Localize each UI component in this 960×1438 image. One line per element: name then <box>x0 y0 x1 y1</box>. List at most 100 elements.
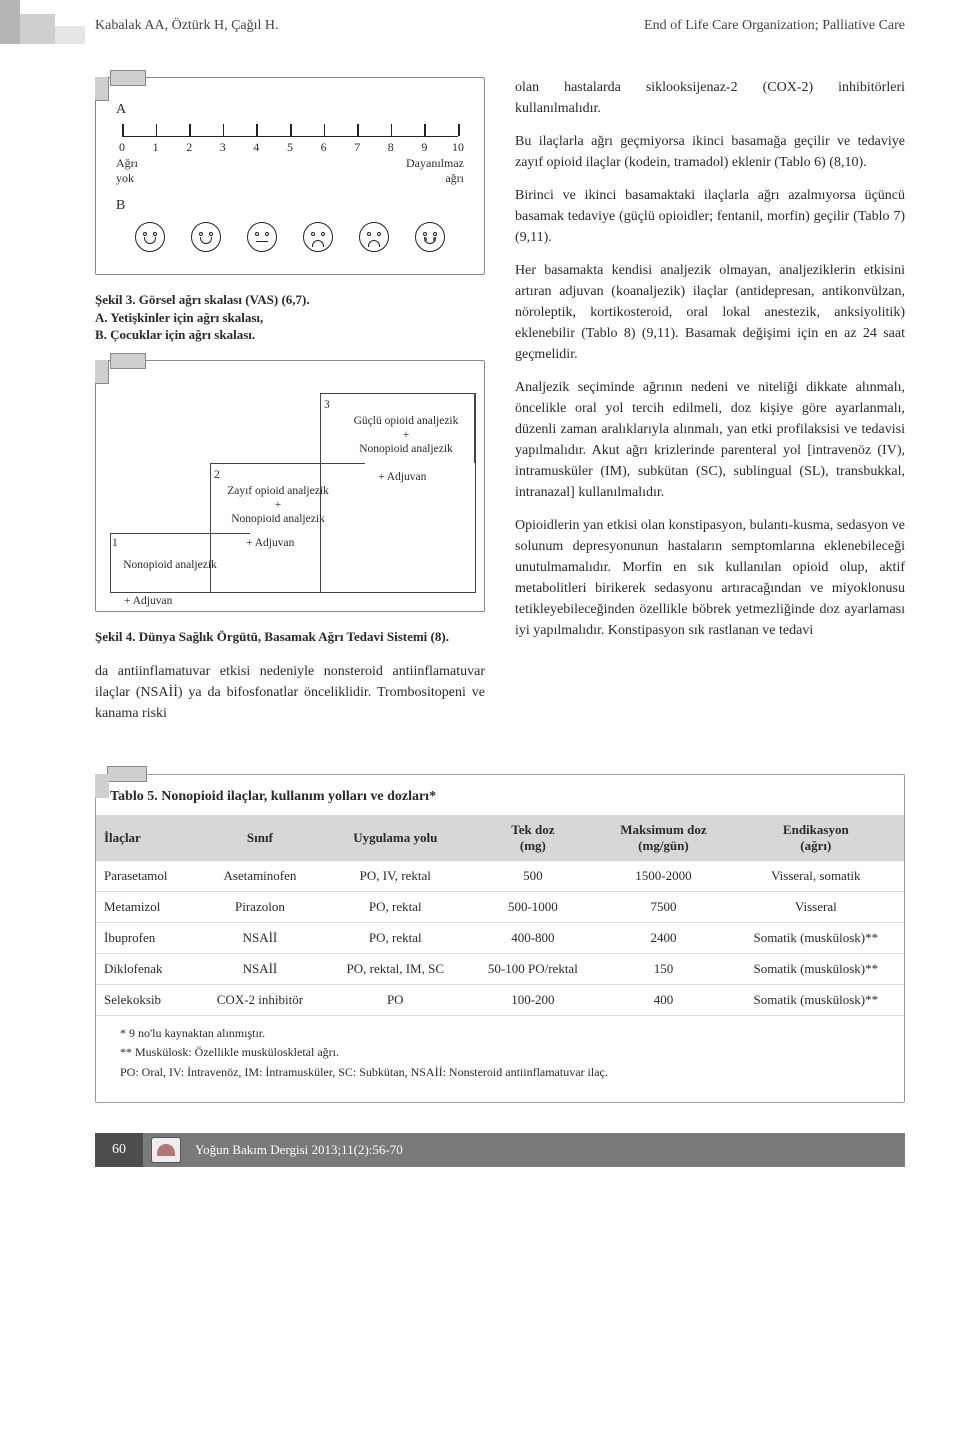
table-cell: Pirazolon <box>196 892 324 923</box>
figure-3-box: A 012345678910 Ağrı yok Dayanılmaz ağrı … <box>95 77 485 275</box>
table-cell: COX-2 inhibitör <box>196 985 324 1016</box>
table-column-header: Tek doz(mg) <box>466 815 599 861</box>
table-5-wrap: Tablo 5. Nonopioid ilaçlar, kullanım yol… <box>95 774 905 1103</box>
body-paragraph: olan hastalarda siklooksijenaz-2 (COX-2)… <box>515 77 905 119</box>
vas-number: 6 <box>314 140 334 155</box>
vas-tick <box>458 124 460 136</box>
face-icon <box>191 222 221 252</box>
table-cell: 150 <box>599 954 727 985</box>
table-cell: Metamizol <box>96 892 196 923</box>
table-row: DiklofenakNSAİİPO, rektal, IM, SC50-100 … <box>96 954 904 985</box>
table-column-header: İlaçlar <box>96 815 196 861</box>
page-footer: 60 Yoğun Bakım Dergisi 2013;11(2):56-70 <box>95 1133 905 1167</box>
step3-num: 3 <box>324 398 330 412</box>
table-cell: Selekoksib <box>96 985 196 1016</box>
vas-number: 9 <box>414 140 434 155</box>
vas-number: 10 <box>448 140 468 155</box>
table-cell: PO, rektal <box>324 923 466 954</box>
table-cell: Somatik (muskülosk)** <box>728 954 904 985</box>
table-cell: 7500 <box>599 892 727 923</box>
section-b-label: B <box>116 198 464 214</box>
face-icon <box>415 222 445 252</box>
vas-number: 0 <box>112 140 132 155</box>
vas-number: 5 <box>280 140 300 155</box>
table-cell: Diklofenak <box>96 954 196 985</box>
header-title: End of Life Care Organization; Palliativ… <box>644 18 905 34</box>
table-row: MetamizolPirazolonPO, rektal500-10007500… <box>96 892 904 923</box>
table-cell: 500-1000 <box>466 892 599 923</box>
body-paragraph: Birinci ve ikinci basamaktaki ilaçlarla … <box>515 185 905 248</box>
vas-number: 4 <box>246 140 266 155</box>
table-cell: İbuprofen <box>96 923 196 954</box>
vas-tick <box>156 124 158 136</box>
left-paragraph: da antiinflamatuvar etkisi nedeniyle non… <box>95 661 485 724</box>
table-note: * 9 no'lu kaynaktan alınmıştır. <box>120 1024 904 1043</box>
table-cell: PO, rektal, IM, SC <box>324 954 466 985</box>
vas-number: 2 <box>179 140 199 155</box>
table-cell: 100-200 <box>466 985 599 1016</box>
table-cell: PO <box>324 985 466 1016</box>
table-row: İbuprofenNSAİİPO, rektal400-8002400Somat… <box>96 923 904 954</box>
vas-number: 1 <box>146 140 166 155</box>
table-cell: NSAİİ <box>196 954 324 985</box>
table-column-header: Uygulama yolu <box>324 815 466 861</box>
table-row: SelekoksibCOX-2 inhibitörPO100-200400Som… <box>96 985 904 1016</box>
table-cell: Visseral, somatik <box>728 861 904 892</box>
header-authors: Kabalak AA, Öztürk H, Çağıl H. <box>95 18 279 34</box>
vas-tick <box>290 124 292 136</box>
step2-text: Zayıf opioid analjezik + Nonopioid analj… <box>218 484 338 527</box>
page-header: Kabalak AA, Öztürk H, Çağıl H. End of Li… <box>0 0 960 42</box>
table-cell: 50-100 PO/rektal <box>466 954 599 985</box>
right-column: olan hastalarda siklooksijenaz-2 (COX-2)… <box>515 77 905 736</box>
faces-row <box>116 222 464 252</box>
journal-citation: Yoğun Bakım Dergisi 2013;11(2):56-70 <box>189 1142 403 1158</box>
table-cell: 2400 <box>599 923 727 954</box>
vas-tick <box>256 124 258 136</box>
body-paragraph: Opioidlerin yan etkisi olan konstipasyon… <box>515 515 905 641</box>
table-cell: PO, rektal <box>324 892 466 923</box>
vas-tick <box>223 124 225 136</box>
step3-text: Güçlü opioid analjezik + Nonopioid analj… <box>336 414 476 457</box>
face-icon <box>303 222 333 252</box>
table-column-header: Endikasyon(ağrı) <box>728 815 904 861</box>
vas-tick <box>357 124 359 136</box>
table-cell: 400 <box>599 985 727 1016</box>
page-number: 60 <box>95 1133 143 1167</box>
step1-adj: + Adjuvan <box>124 594 172 608</box>
table-cell: Parasetamol <box>96 861 196 892</box>
step2-num: 2 <box>214 468 220 482</box>
table-cell: NSAİİ <box>196 923 324 954</box>
step2-adj: + Adjuvan <box>246 536 294 550</box>
face-icon <box>247 222 277 252</box>
face-icon <box>359 222 389 252</box>
figure-3-caption: Şekil 3. Görsel ağrı skalası (VAS) (6,7)… <box>95 291 485 344</box>
table-cell: Somatik (muskülosk)** <box>728 985 904 1016</box>
vas-number: 3 <box>213 140 233 155</box>
vas-right-label: Dayanılmaz ağrı <box>406 156 464 186</box>
vas-tick <box>189 124 191 136</box>
vas-number: 8 <box>381 140 401 155</box>
vas-left-label: Ağrı yok <box>116 156 138 186</box>
body-paragraph: Bu ilaçlarla ağrı geçmiyorsa ikinci basa… <box>515 131 905 173</box>
table-note: PO: Oral, IV: İntravenöz, IM: İntramuskü… <box>120 1063 904 1082</box>
body-paragraph: Analjezik seçiminde ağrının nedeni ve ni… <box>515 377 905 503</box>
table-column-header: Sınıf <box>196 815 324 861</box>
content-two-column: A 012345678910 Ağrı yok Dayanılmaz ağrı … <box>0 42 960 756</box>
step1-num: 1 <box>112 536 118 550</box>
table-cell: 500 <box>466 861 599 892</box>
table-cell: 400-800 <box>466 923 599 954</box>
vas-number: 7 <box>347 140 367 155</box>
header-decor-tab <box>0 0 85 44</box>
table-5: İlaçlarSınıfUygulama yoluTek doz(mg)Maks… <box>96 815 904 1016</box>
table-cell: Asetaminofen <box>196 861 324 892</box>
journal-logo-icon <box>151 1137 181 1163</box>
vas-tick <box>324 124 326 136</box>
table-note: ** Muskülosk: Özellikle musküloskletal a… <box>120 1043 904 1062</box>
figure-4-box: 1 Nonopioid analjezik + Adjuvan 2 Zayıf … <box>95 360 485 612</box>
table-5-title: Tablo 5. Nonopioid ilaçlar, kullanım yol… <box>96 775 904 815</box>
figure-4-caption: Şekil 4. Dünya Sağlık Örgütü, Basamak Ağ… <box>95 628 485 646</box>
table-cell: Visseral <box>728 892 904 923</box>
vas-tick <box>424 124 426 136</box>
face-icon <box>135 222 165 252</box>
table-cell: PO, IV, rektal <box>324 861 466 892</box>
